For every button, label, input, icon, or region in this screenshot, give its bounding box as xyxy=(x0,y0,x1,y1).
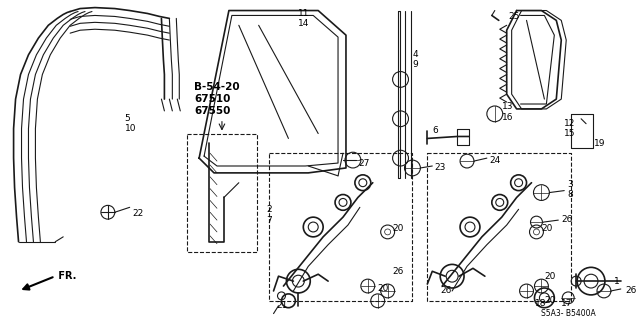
Text: 25: 25 xyxy=(509,12,520,21)
Text: 12
15: 12 15 xyxy=(564,119,576,138)
Text: 20: 20 xyxy=(541,225,553,234)
Text: 5
10: 5 10 xyxy=(125,114,136,133)
Text: 6: 6 xyxy=(432,126,438,135)
Text: 11
14: 11 14 xyxy=(298,9,310,28)
Text: 23: 23 xyxy=(435,163,445,173)
Text: 20: 20 xyxy=(545,296,556,305)
Text: 3
8: 3 8 xyxy=(567,180,573,199)
Text: 18: 18 xyxy=(534,299,546,308)
Text: S5A3- B5400A: S5A3- B5400A xyxy=(541,309,596,318)
Text: 22: 22 xyxy=(132,209,144,218)
Text: 26: 26 xyxy=(561,215,573,224)
Text: 19: 19 xyxy=(594,139,605,148)
Text: 13
16: 13 16 xyxy=(502,102,513,122)
Text: 20: 20 xyxy=(378,284,389,293)
Text: 24: 24 xyxy=(490,156,501,165)
Text: 20: 20 xyxy=(545,272,556,281)
Text: 4
9: 4 9 xyxy=(412,50,418,70)
Text: 1: 1 xyxy=(614,277,620,286)
Text: 20: 20 xyxy=(392,225,404,234)
Text: 26: 26 xyxy=(626,286,637,295)
Text: 26: 26 xyxy=(392,267,404,276)
Text: B-54-20
67510
67550: B-54-20 67510 67550 xyxy=(194,83,240,116)
Text: 26: 26 xyxy=(440,286,452,295)
Text: 21: 21 xyxy=(276,301,288,310)
Text: 27: 27 xyxy=(358,159,369,167)
Text: 17: 17 xyxy=(561,299,573,308)
Text: FR.: FR. xyxy=(55,271,77,281)
Text: 2
7: 2 7 xyxy=(267,205,273,225)
